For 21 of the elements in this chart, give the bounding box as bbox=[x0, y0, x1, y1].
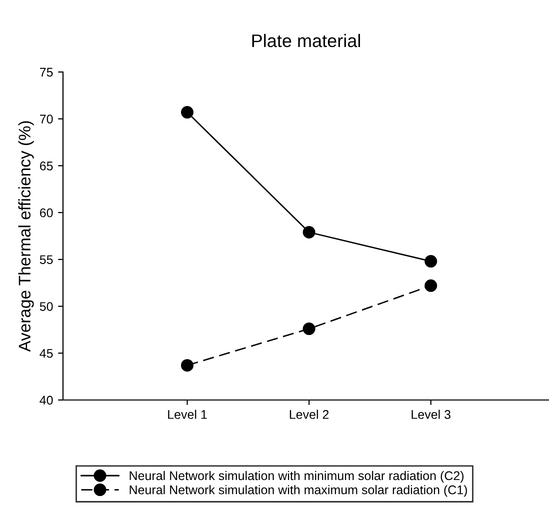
point bbox=[302, 226, 316, 238]
point bbox=[302, 322, 316, 336]
y-tick-label: 70 bbox=[40, 114, 53, 124]
x-tick-label: Level 1 bbox=[168, 410, 207, 419]
point bbox=[180, 359, 194, 372]
point bbox=[424, 279, 438, 292]
x-tick-label: Level 3 bbox=[412, 410, 450, 419]
y-tick-label: 65 bbox=[40, 162, 53, 170]
y-axis-title: Average Thermal efficiency (%) bbox=[18, 121, 34, 352]
y-tick-label: 45 bbox=[40, 349, 53, 358]
y-tick-label: 75 bbox=[40, 68, 53, 77]
point bbox=[424, 255, 438, 268]
y-tick-label: 40 bbox=[40, 396, 53, 405]
legend-label: Neural Network simulation with minimum solar radiation (C2) bbox=[130, 470, 464, 483]
chart-title: Plate material bbox=[252, 34, 360, 48]
y-tick-label: 60 bbox=[40, 208, 53, 218]
x-tick-label: Level 2 bbox=[290, 410, 329, 419]
y-tick-label: 55 bbox=[40, 255, 53, 264]
legend-label: Neural Network simulation with maximum solar radiation (C1) bbox=[130, 485, 467, 497]
point bbox=[180, 106, 194, 119]
y-tick-label: 50 bbox=[40, 302, 53, 311]
